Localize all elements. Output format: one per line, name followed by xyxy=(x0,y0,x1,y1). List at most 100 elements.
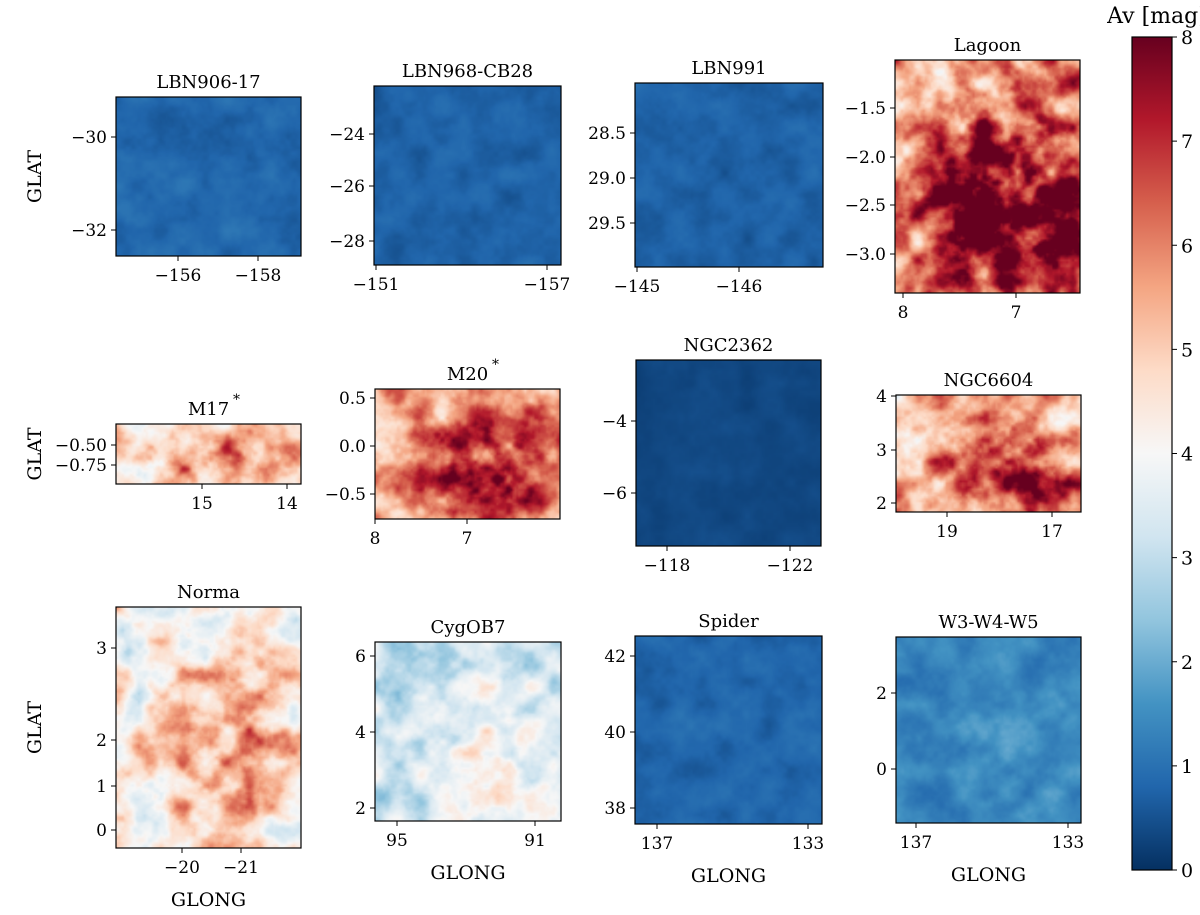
panel-m17-title-mark: * xyxy=(233,392,240,408)
panel-lagoon-ytick-label: −3.0 xyxy=(845,245,886,265)
colorbar-gradient xyxy=(1132,37,1172,870)
panel-spider-ytick-label: 40 xyxy=(604,723,626,743)
panel-ngc2362: NGC2362 −118 −122 −4 −6 xyxy=(602,335,822,576)
panel-m17-frame xyxy=(115,423,302,485)
panel-ngc2362-title: NGC2362 xyxy=(684,335,774,356)
panel-lbn968-cb28: LBN968-CB28 −151 −157 −24 −26 −28 xyxy=(329,61,570,295)
panel-lbn968-cb28-xtick-label: −151 xyxy=(353,275,400,295)
panel-m20-ytick-label: −0.5 xyxy=(325,485,366,505)
panel-lbn906-17-title: LBN906-17 xyxy=(156,72,260,93)
panel-m17-image xyxy=(116,424,301,484)
panel-ngc6604-ytick-label: 3 xyxy=(876,441,887,461)
panel-lagoon-ytick-label: −2.0 xyxy=(845,148,886,168)
panel-ngc6604-ytick-label: 2 xyxy=(876,494,887,514)
panel-lbn991-ytick-label: 28.5 xyxy=(588,124,626,144)
panel-lagoon-image xyxy=(895,60,1080,293)
panel-m20-title-mark: * xyxy=(492,357,499,373)
panel-m20-title: M20 xyxy=(447,364,488,385)
panel-m17: M17 * GLAT 15 14 −0.50−0.75 xyxy=(24,392,302,514)
panel-ngc2362-ytick-label: −6 xyxy=(602,484,627,504)
panel-lbn968-cb28-xtick-label: −157 xyxy=(524,275,571,295)
panel-w3-w4-w5-image xyxy=(896,637,1081,823)
panel-spider-xlabel: GLONG xyxy=(691,865,766,887)
panel-norma-ytick-label: 1 xyxy=(96,777,107,797)
colorbar-tick-label: 5 xyxy=(1181,339,1193,361)
panel-lbn991-xtick-label: −146 xyxy=(716,277,763,297)
panel-norma-xtick-label: −21 xyxy=(223,858,259,878)
panel-norma-ytick-label: 2 xyxy=(96,731,107,751)
panel-spider-image xyxy=(635,636,822,824)
panel-cygob7-ytick-label: 6 xyxy=(355,647,366,667)
panel-cygob7-xtick-label: 95 xyxy=(386,831,408,851)
panel-lbn968-cb28-title: LBN968-CB28 xyxy=(402,61,533,82)
panel-lbn906-17-ytick-label: −30 xyxy=(71,128,107,148)
panel-lbn906-17-xtick-label: −158 xyxy=(235,266,282,286)
panel-m17-ylabel: GLAT xyxy=(24,427,46,480)
panel-cygob7: CygOB7 GLONG 95 91 6 4 2 xyxy=(355,617,562,884)
panel-m20-xtick-label: 7 xyxy=(462,529,473,549)
panel-m17-xtick-label: 14 xyxy=(276,494,298,514)
panel-m17-ytick-label: −0.75 xyxy=(55,456,107,476)
panel-norma-image xyxy=(116,607,301,848)
colorbar-tick-label: 4 xyxy=(1181,444,1193,466)
panel-lbn991-ytick-label: 29.0 xyxy=(588,169,626,189)
panel-ngc6604-title: NGC6604 xyxy=(944,370,1034,391)
panel-ngc6604-ytick-label: 4 xyxy=(876,387,887,407)
panel-ngc2362-xtick-label: −118 xyxy=(644,556,691,576)
panel-w3-w4-w5-xtick-label: 133 xyxy=(1052,833,1084,853)
panel-lagoon-ytick-label: −1.5 xyxy=(845,99,886,119)
panel-spider: Spider GLONG 137 133 42 40 38 xyxy=(604,611,824,887)
panel-spider-frame xyxy=(634,635,823,825)
colorbar-tick-label: 6 xyxy=(1181,235,1193,257)
panel-cygob7-image xyxy=(375,642,561,821)
panel-norma-frame xyxy=(115,606,302,849)
panel-norma-title: Norma xyxy=(177,582,240,603)
panel-norma-ylabel: GLAT xyxy=(24,701,46,754)
colorbar-tick-label: 0 xyxy=(1181,860,1193,882)
panel-lbn991-title: LBN991 xyxy=(691,58,766,79)
panel-w3-w4-w5: W3-W4-W5 GLONG 137 133 2 0 xyxy=(876,612,1084,886)
panel-m17-title: M17 xyxy=(188,399,229,420)
panel-lagoon: Lagoon 8 7 −1.5 −2.0 −2.5 −3.0 xyxy=(845,35,1081,323)
panel-lbn906-17-xtick-label: −156 xyxy=(155,266,202,286)
panel-spider-title: Spider xyxy=(698,611,759,632)
panel-lbn906-17-ytick-label: −32 xyxy=(71,221,107,241)
colorbar-tick-label: 1 xyxy=(1181,756,1193,778)
panel-ngc6604-frame xyxy=(895,394,1082,513)
panel-lagoon-ytick-label: −2.5 xyxy=(845,196,886,216)
panel-spider-xtick-label: 137 xyxy=(641,834,673,854)
panel-cygob7-ytick-label: 4 xyxy=(355,723,366,743)
panel-lbn906-17: LBN906-17 GLAT −156 −158 −30 −32 xyxy=(24,72,302,286)
panel-lbn968-cb28-frame xyxy=(373,85,562,266)
panel-w3-w4-w5-ytick-label: 2 xyxy=(876,684,887,704)
panel-m20: M20 * 8 7 0.5 0.0 −0.5 xyxy=(325,357,561,549)
panel-cygob7-title: CygOB7 xyxy=(431,617,506,638)
panel-m17-ytick-label: −0.50 xyxy=(55,436,107,456)
panel-lagoon-frame xyxy=(894,59,1081,294)
panel-ngc6604: NGC6604 19 17 4 3 2 xyxy=(876,370,1082,542)
panel-spider-ytick-label: 42 xyxy=(604,647,626,667)
panel-lbn906-17-image xyxy=(116,97,301,256)
panel-m20-xtick-label: 8 xyxy=(370,529,381,549)
colorbar-tick-label: 3 xyxy=(1181,548,1193,570)
panel-cygob7-xlabel: GLONG xyxy=(430,862,505,884)
panel-lbn968-cb28-ytick-label: −28 xyxy=(329,232,365,252)
panel-lbn991-ytick-label: 29.5 xyxy=(588,214,626,234)
panel-lagoon-xtick-label: 7 xyxy=(1011,303,1022,323)
panel-ngc2362-ytick-label: −4 xyxy=(602,412,627,432)
panel-spider-xtick-label: 133 xyxy=(792,834,824,854)
panel-lbn991-xtick-label: −145 xyxy=(614,277,661,297)
panel-spider-ytick-label: 38 xyxy=(604,799,626,819)
panel-norma-ytick-label: 3 xyxy=(96,639,107,659)
panel-cygob7-ytick-label: 2 xyxy=(355,799,366,819)
panel-lbn906-17-ylabel: GLAT xyxy=(24,150,46,203)
colorbar-tick-label: 7 xyxy=(1181,131,1193,153)
panel-m17-xtick-label: 15 xyxy=(191,494,213,514)
panel-ngc2362-image xyxy=(636,360,821,546)
panel-cygob7-xtick-label: 91 xyxy=(524,831,546,851)
panel-ngc6604-xtick-label: 17 xyxy=(1041,522,1063,542)
panel-norma-xtick-label: −20 xyxy=(164,858,200,878)
panel-w3-w4-w5-xlabel: GLONG xyxy=(951,864,1026,886)
